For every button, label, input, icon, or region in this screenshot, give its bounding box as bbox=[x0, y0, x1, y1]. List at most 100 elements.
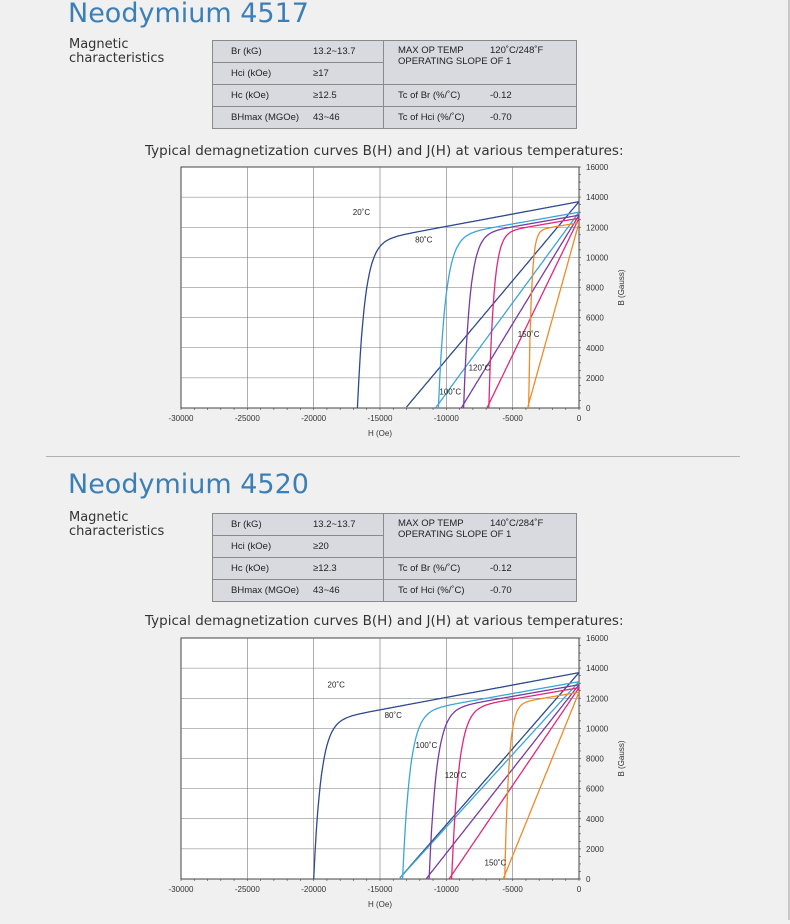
max-op-temp-cell: MAX OP TEMP 120˚C/248˚F OPERATING SLOPE O… bbox=[383, 40, 577, 85]
x-tick-label: -30000 bbox=[169, 414, 194, 423]
curve-label: 150˚C bbox=[485, 858, 507, 867]
properties-table: Br (kG) 13.2~13.7 MAX OP TEMP 140˚C/284˚F… bbox=[212, 513, 577, 602]
tc-hci-value: -0.70 bbox=[490, 112, 512, 123]
x-axis-label: H (Oe) bbox=[368, 900, 392, 909]
max-op-temp-value: 120˚C/248˚F bbox=[490, 45, 544, 56]
product-title: Neodymium 4517 bbox=[68, 0, 309, 29]
prop-value: ≥20 bbox=[307, 535, 384, 558]
prop-value: 13.2~13.7 bbox=[307, 40, 384, 63]
prop-label: Hci (kOe) bbox=[212, 62, 307, 85]
y-tick-label: 14000 bbox=[586, 193, 609, 202]
x-tick-label: -10000 bbox=[434, 885, 459, 894]
x-tick-label: -20000 bbox=[301, 885, 326, 894]
curve-label: 80˚C bbox=[385, 711, 403, 720]
properties-table: Br (kG) 13.2~13.7 MAX OP TEMP 120˚C/248˚F… bbox=[212, 40, 577, 129]
max-op-temp-cell: MAX OP TEMP 140˚C/284˚F OPERATING SLOPE O… bbox=[383, 513, 577, 558]
prop-value: 13.2~13.7 bbox=[307, 513, 384, 536]
y-axis-label: B (Gauss) bbox=[617, 269, 626, 305]
x-tick-label: -25000 bbox=[235, 885, 260, 894]
prop-label: BHmax (MGOe) bbox=[212, 579, 307, 602]
chart-title: Typical demagnetization curves B(H) and … bbox=[145, 613, 624, 629]
y-tick-label: 4000 bbox=[586, 344, 604, 353]
y-tick-label: 8000 bbox=[586, 755, 604, 764]
j-curve-20c bbox=[356, 200, 579, 408]
j-curve-20c bbox=[313, 671, 579, 879]
max-op-temp-label: MAX OP TEMP bbox=[398, 518, 464, 529]
prop-label: BHmax (MGOe) bbox=[212, 106, 307, 129]
curve-label: 100˚C bbox=[416, 741, 438, 750]
b-curve-80c bbox=[435, 211, 579, 408]
x-tick-label: -15000 bbox=[368, 885, 393, 894]
tc-br-cell: Tc of Br (%/˚C) -0.12 bbox=[383, 84, 577, 107]
prop-label: Hc (kOe) bbox=[212, 84, 307, 107]
b-curve-120c bbox=[448, 687, 579, 879]
operating-slope: OPERATING SLOPE OF 1 bbox=[398, 56, 512, 67]
y-tick-label: 2000 bbox=[586, 374, 604, 383]
x-tick-label: -5000 bbox=[502, 414, 523, 423]
curves-group bbox=[356, 200, 579, 408]
j-curve-120c bbox=[450, 687, 579, 879]
x-tick-label: -20000 bbox=[301, 414, 326, 423]
max-op-temp-value: 140˚C/284˚F bbox=[490, 518, 544, 529]
tc-br-value: -0.12 bbox=[490, 90, 512, 101]
y-tick-label: 6000 bbox=[586, 785, 604, 794]
demagnetization-chart: -30000 -25000 -20000 -15000 -10000 -5000 00 200… bbox=[169, 163, 626, 438]
tc-hci-value: -0.70 bbox=[490, 585, 512, 596]
magnetic-characteristics-label: Magnetic characteristics bbox=[69, 37, 165, 66]
magnetic-characteristics-label: Magnetic characteristics bbox=[69, 510, 165, 539]
y-tick-label: 0 bbox=[586, 875, 591, 884]
section-divider bbox=[46, 456, 740, 457]
y-tick-label: 12000 bbox=[586, 694, 609, 703]
curves-group bbox=[313, 671, 579, 879]
y-tick-label: 10000 bbox=[586, 724, 609, 733]
y-tick-label: 0 bbox=[586, 404, 591, 413]
prop-value: ≥17 bbox=[307, 62, 384, 85]
x-tick-label: -30000 bbox=[169, 885, 194, 894]
b-curve-100c bbox=[460, 214, 579, 408]
y-tick-label: 4000 bbox=[586, 815, 604, 824]
operating-slope: OPERATING SLOPE OF 1 bbox=[398, 529, 512, 540]
j-curve-100c bbox=[462, 214, 579, 408]
x-axis-label: H (Oe) bbox=[368, 429, 392, 438]
tc-br-cell: Tc of Br (%/˚C) -0.12 bbox=[383, 557, 577, 580]
b-curve-20c bbox=[399, 672, 579, 879]
curve-label: 80˚C bbox=[415, 235, 433, 244]
prop-label: Br (kG) bbox=[212, 513, 307, 536]
y-tick-label: 12000 bbox=[586, 223, 609, 232]
curve-label: 20˚C bbox=[328, 681, 346, 690]
j-curve-150c bbox=[504, 691, 579, 879]
curve-label: 120˚C bbox=[469, 363, 491, 372]
chart-title: Typical demagnetization curves B(H) and … bbox=[145, 143, 624, 159]
curve-label: 150˚C bbox=[518, 330, 540, 339]
y-tick-label: 8000 bbox=[586, 284, 604, 293]
tc-hci-cell: Tc of Hci (%/˚C) -0.70 bbox=[383, 579, 577, 602]
max-op-temp-label: MAX OP TEMP bbox=[398, 45, 464, 56]
y-tick-label: 14000 bbox=[586, 664, 609, 673]
j-curve-100c bbox=[428, 684, 579, 879]
prop-label: Hc (kOe) bbox=[212, 557, 307, 580]
tc-hci-label: Tc of Hci (%/˚C) bbox=[398, 585, 465, 596]
y-tick-label: 2000 bbox=[586, 845, 604, 854]
tc-br-label: Tc of Br (%/˚C) bbox=[398, 563, 461, 574]
y-tick-label: 10000 bbox=[586, 253, 609, 262]
j-curve-80c bbox=[401, 681, 579, 879]
j-curve-80c bbox=[437, 211, 579, 408]
prop-value: ≥12.5 bbox=[307, 84, 384, 107]
curve-label: 20˚C bbox=[353, 208, 371, 217]
b-curve-150c bbox=[526, 222, 579, 408]
product-title: Neodymium 4520 bbox=[68, 469, 309, 500]
x-tick-label: -25000 bbox=[235, 414, 260, 423]
y-tick-label: 6000 bbox=[586, 314, 604, 323]
j-curve-150c bbox=[527, 222, 579, 408]
b-curve-100c bbox=[425, 684, 579, 879]
tc-br-value: -0.12 bbox=[490, 563, 512, 574]
y-axis-label: B (Gauss) bbox=[617, 740, 626, 776]
tc-hci-cell: Tc of Hci (%/˚C) -0.70 bbox=[383, 106, 577, 129]
x-tick-label: -5000 bbox=[502, 885, 523, 894]
y-tick-label: 16000 bbox=[586, 163, 609, 172]
b-curve-120c bbox=[486, 217, 579, 408]
curve-label: 120˚C bbox=[445, 771, 467, 780]
j-curve-120c bbox=[488, 217, 579, 408]
tc-br-label: Tc of Br (%/˚C) bbox=[398, 90, 461, 101]
b-curve-80c bbox=[399, 681, 579, 879]
